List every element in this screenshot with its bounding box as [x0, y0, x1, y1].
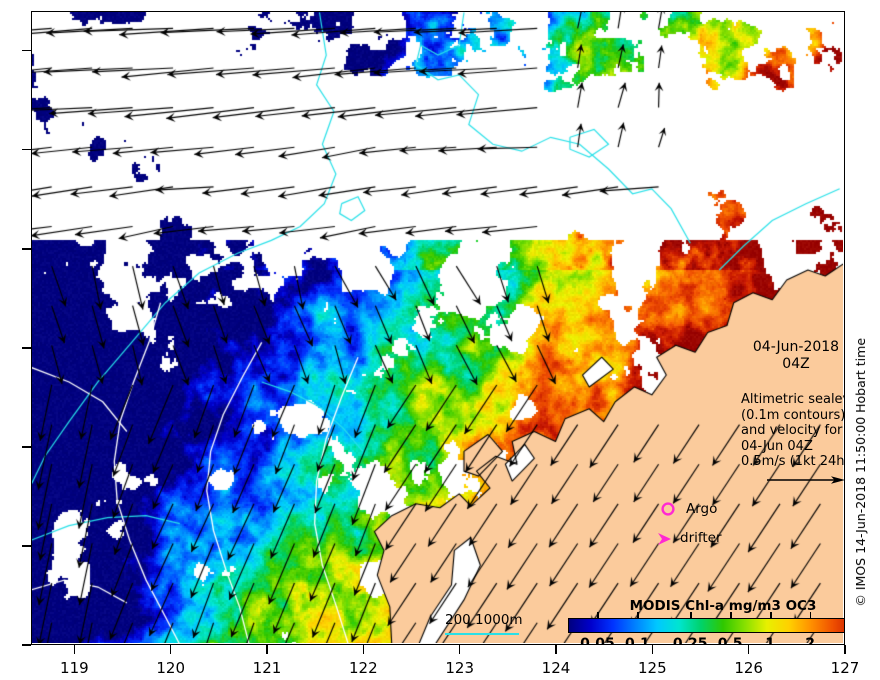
y-axis-tick: [22, 248, 31, 250]
x-axis-tick: [458, 645, 461, 654]
colorbar-tick-label: 0.1: [624, 636, 650, 645]
y-axis-tick: [22, 347, 31, 349]
colorbar-tick-label: 0.5: [717, 636, 743, 645]
y-axis-tick: [22, 148, 31, 151]
x-axis-tick-label: 120: [156, 659, 185, 677]
bathymetry-legend-label: 200 1000m: [445, 612, 523, 628]
colorbar-tick: [770, 612, 772, 618]
x-axis-tick: [651, 645, 654, 654]
legend-argo-label: Argo: [686, 501, 718, 517]
bathymetry-legend-line: [445, 633, 519, 635]
drifter-chevron-icon: [658, 533, 671, 545]
x-axis-tick-label: 119: [60, 659, 89, 677]
velocity-and-contour-overlay: [32, 12, 843, 643]
argo-circle-icon: [661, 502, 675, 516]
y-axis-tick: [22, 644, 31, 646]
colorbar-tick-label: 0.05: [580, 636, 615, 645]
description-annotation: Altimetric sealevel (0.1m contours) and …: [741, 392, 845, 469]
colorbar-tick-label: 1: [765, 636, 775, 645]
x-axis-tick-label: 121: [252, 659, 282, 677]
colorbar-tick: [730, 612, 732, 618]
colorbar-tick: [690, 612, 692, 618]
colorbar-title: MODIS Chl-a mg/m3 OC3: [629, 598, 817, 614]
velocity-scale-arrow-icon: [767, 476, 844, 484]
x-axis-tick-label: 123: [445, 659, 474, 677]
x-axis-tick: [169, 645, 172, 654]
x-axis-tick: [362, 645, 365, 654]
x-axis-tick: [266, 645, 268, 654]
colorbar-tick: [637, 612, 639, 618]
x-axis-tick-label: 127: [830, 659, 860, 677]
colorbar-tick: [810, 612, 812, 618]
y-axis-tick: [22, 49, 31, 52]
x-axis-tick-label: 124: [541, 659, 571, 677]
x-axis-tick: [844, 645, 846, 654]
x-axis-tick: [747, 645, 750, 654]
y-axis-tick: [22, 545, 31, 547]
x-axis-tick: [73, 645, 76, 654]
legend-drifter-label: drifter: [680, 530, 722, 546]
x-axis-tick-label: 122: [349, 659, 378, 677]
colorbar-gradient: [568, 618, 844, 633]
y-axis-tick: [22, 446, 31, 448]
x-axis-tick-label: 126: [734, 659, 763, 677]
credit-text: © IMOS 14-Jun-2018 11:50:00 Hobart time: [853, 338, 868, 607]
colorbar-tick: [597, 612, 599, 618]
x-axis-tick: [555, 645, 557, 654]
colorbar-tick-label: 0.25: [672, 636, 708, 645]
x-axis-tick-label: 125: [638, 659, 667, 677]
date-annotation: 04-Jun-2018 04Z: [752, 339, 840, 372]
colorbar-tick-label: 2: [805, 636, 815, 645]
map-plot-area[interactable]: 04-Jun-2018 04Z Altimetric sealevel (0.1…: [31, 11, 845, 645]
